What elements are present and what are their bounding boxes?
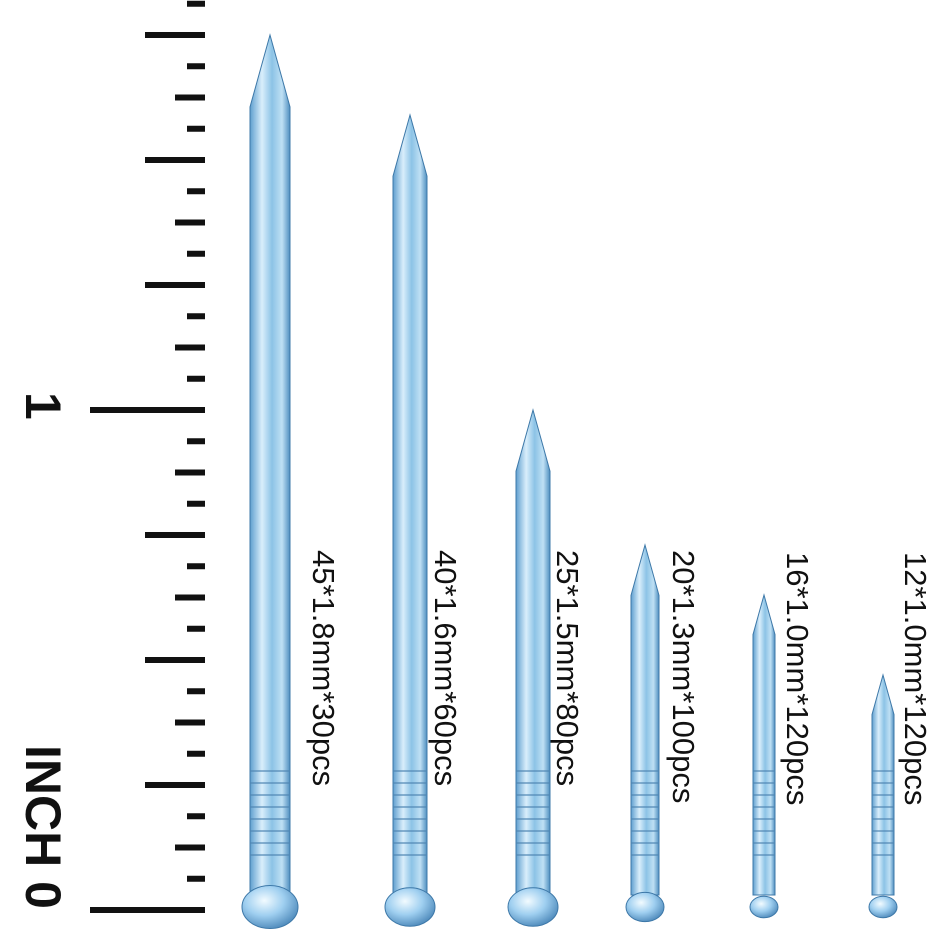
nail-size-label: 45*1.8mm*30pcs [306,550,341,787]
nail-shank [752,593,776,896]
nail-size-label: 20*1.3mm*100pcs [666,550,701,804]
ruler-inch-label: 1 [15,392,71,420]
nail-size-label: 40*1.6mm*60pcs [428,550,463,787]
nail-head [507,887,559,927]
nail-size-label: 25*1.5mm*80pcs [550,550,585,787]
nail-head [384,887,436,927]
nail-head [868,895,898,919]
nail-shank [392,113,428,896]
nail-head [749,895,779,919]
ruler-unit-label: INCH 0 [15,745,71,909]
nail-size-label: 12*1.0mm*120pcs [898,552,933,806]
nail-size-label: 16*1.0mm*120pcs [780,552,815,806]
nail-shank [249,33,291,896]
nail-head [241,884,299,930]
nail-head [625,891,665,923]
nail-shank [871,673,895,896]
nail-shank [515,408,551,896]
